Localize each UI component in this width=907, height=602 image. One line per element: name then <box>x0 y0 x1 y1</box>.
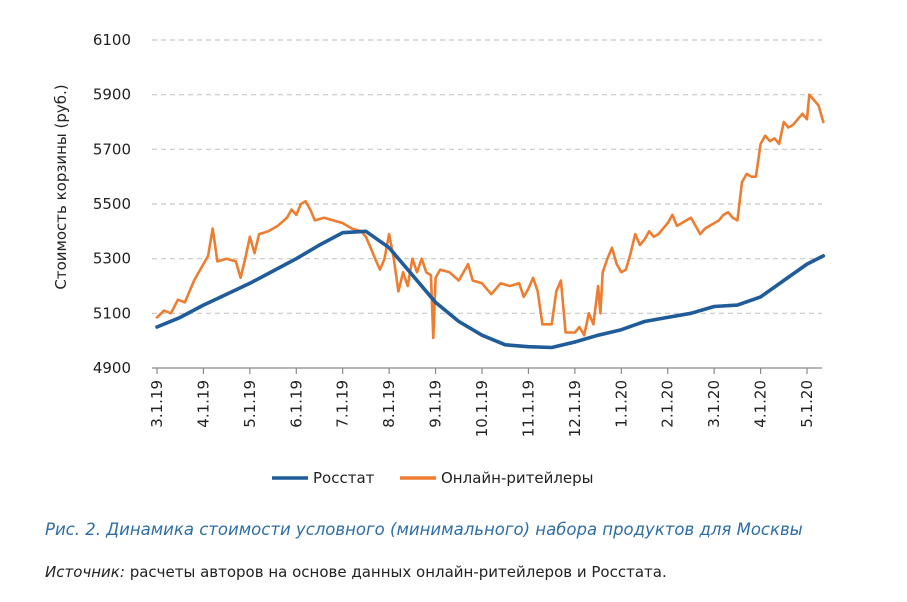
x-tick-label: 9.1.19 <box>427 380 445 428</box>
y-axis-ticks: 4900 5100 5300 5500 5700 5900 6100 <box>93 31 131 377</box>
x-axis-ticks: 3.1.19 4.1.19 5.1.19 6.1.19 7.1.19 8.1.19 9.1.… <box>148 368 816 437</box>
y-tick-label: 5100 <box>93 304 131 322</box>
x-tick-label: 4.1.20 <box>752 380 770 428</box>
series-lines <box>155 93 826 350</box>
x-tick-label: 4.1.19 <box>194 380 212 428</box>
y-axis-label: Стоимость корзины (руб.) <box>52 84 70 289</box>
x-tick-label: 8.1.19 <box>380 380 398 428</box>
x-tick-label: 3.1.19 <box>148 380 166 428</box>
y-tick-label: 5500 <box>93 195 131 213</box>
x-tick-label: 5.1.20 <box>798 380 816 428</box>
x-tick-label: 11.1.19 <box>519 380 537 437</box>
legend: Росстат Онлайн-ритейлеры <box>272 469 594 487</box>
source-note: Источник: расчеты авторов на основе данн… <box>45 563 905 581</box>
x-tick-label: 10.1.19 <box>473 380 491 437</box>
legend-label: Онлайн-ритейлеры <box>441 469 594 487</box>
y-tick-label: 5300 <box>93 250 131 268</box>
line-chart: 4900 5100 5300 5500 5700 5900 6100 Стоимость к… <box>52 31 826 487</box>
x-tick-label: 6.1.19 <box>287 380 305 428</box>
series-line-rosstat <box>155 229 826 350</box>
source-label: Источник: <box>45 563 125 581</box>
y-tick-label: 5900 <box>93 86 131 104</box>
x-tick-label: 2.1.20 <box>659 380 677 428</box>
y-tick-label: 5700 <box>93 140 131 158</box>
y-tick-label: 4900 <box>93 359 131 377</box>
figure-caption: Рис. 2. Динамика стоимости условного (ми… <box>45 520 803 539</box>
legend-label: Росстат <box>313 469 375 487</box>
series-line-online-retailers <box>155 93 825 340</box>
source-text: расчеты авторов на основе данных онлайн-… <box>124 563 667 581</box>
x-tick-label: 12.1.19 <box>566 380 584 437</box>
x-tick-label: 7.1.19 <box>334 380 352 428</box>
x-tick-label: 3.1.20 <box>705 380 723 428</box>
x-tick-label: 1.1.20 <box>612 380 630 428</box>
gridlines <box>152 39 822 314</box>
x-tick-label: 5.1.19 <box>241 380 259 428</box>
y-tick-label: 6100 <box>93 31 131 49</box>
